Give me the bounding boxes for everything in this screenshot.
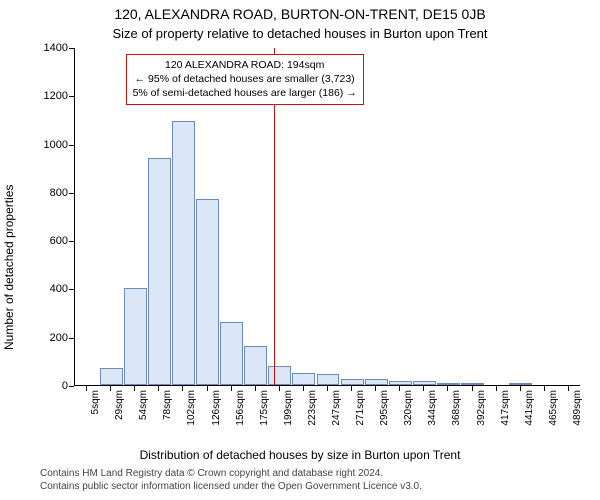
x-tick-label: 368sqm	[451, 390, 462, 426]
y-tick-mark	[69, 96, 74, 97]
x-tick-mark	[472, 386, 473, 391]
histogram-bar	[341, 379, 364, 385]
x-tick-mark	[447, 386, 448, 391]
x-tick-mark	[182, 386, 183, 391]
footer-line1: Contains HM Land Registry data © Crown c…	[40, 468, 422, 481]
x-tick-mark	[255, 386, 256, 391]
histogram-bar	[244, 346, 267, 385]
x-tick-mark	[158, 386, 159, 391]
footer-line2: Contains public sector information licen…	[40, 481, 422, 494]
x-tick-mark	[496, 386, 497, 391]
x-tick-mark	[327, 386, 328, 391]
x-tick-label: 392sqm	[476, 390, 487, 426]
x-tick-label: 175sqm	[259, 390, 270, 426]
x-tick-label: 271sqm	[355, 390, 366, 426]
y-tick-mark	[69, 193, 74, 194]
page-title-line2: Size of property relative to detached ho…	[0, 26, 600, 41]
x-tick-mark	[423, 386, 424, 391]
x-tick-label: 441sqm	[524, 390, 535, 426]
y-axis-label: Number of detached properties	[2, 185, 16, 350]
y-tick-mark	[69, 289, 74, 290]
x-tick-label: 247sqm	[331, 390, 342, 426]
y-tick-mark	[69, 338, 74, 339]
x-tick-label: 344sqm	[427, 390, 438, 426]
x-tick-mark	[520, 386, 521, 391]
histogram-bar	[389, 381, 412, 385]
x-tick-mark	[110, 386, 111, 391]
histogram-bar	[413, 381, 436, 385]
x-tick-mark	[86, 386, 87, 391]
x-tick-mark	[568, 386, 569, 391]
x-tick-mark	[544, 386, 545, 391]
histogram-plot: 120 ALEXANDRA ROAD: 194sqm← 95% of detac…	[74, 48, 580, 386]
histogram-bar	[172, 121, 195, 385]
x-tick-label: 5sqm	[90, 390, 101, 414]
annotation-line: 120 ALEXANDRA ROAD: 194sqm	[133, 58, 357, 72]
y-tick-label: 1000	[44, 139, 68, 151]
annotation-box: 120 ALEXANDRA ROAD: 194sqm← 95% of detac…	[126, 54, 364, 105]
page-title-line1: 120, ALEXANDRA ROAD, BURTON-ON-TRENT, DE…	[0, 6, 600, 22]
histogram-bar	[365, 379, 388, 385]
histogram-bar	[461, 383, 484, 385]
annotation-line: 5% of semi-detached houses are larger (1…	[133, 86, 357, 100]
x-tick-label: 54sqm	[138, 390, 149, 420]
x-tick-mark	[231, 386, 232, 391]
x-tick-label: 29sqm	[114, 390, 125, 420]
y-tick-label: 800	[50, 187, 68, 199]
x-tick-mark	[134, 386, 135, 391]
x-tick-mark	[399, 386, 400, 391]
x-tick-label: 199sqm	[283, 390, 294, 426]
y-tick-mark	[69, 48, 74, 49]
x-tick-mark	[351, 386, 352, 391]
x-tick-label: 295sqm	[379, 390, 390, 426]
y-tick-mark	[69, 386, 74, 387]
x-tick-label: 223sqm	[307, 390, 318, 426]
y-tick-mark	[69, 241, 74, 242]
footer-attribution: Contains HM Land Registry data © Crown c…	[40, 468, 422, 493]
histogram-bar	[437, 383, 460, 385]
x-tick-label: 465sqm	[548, 390, 559, 426]
x-tick-mark	[279, 386, 280, 391]
x-tick-label: 489sqm	[572, 390, 583, 426]
x-axis-label: Distribution of detached houses by size …	[0, 448, 600, 462]
x-tick-label: 78sqm	[162, 390, 173, 420]
histogram-bar	[292, 373, 315, 385]
y-tick-mark	[69, 145, 74, 146]
histogram-bar	[148, 158, 171, 385]
histogram-bar	[509, 383, 532, 385]
x-tick-label: 417sqm	[500, 390, 511, 426]
x-tick-mark	[375, 386, 376, 391]
histogram-bar	[124, 288, 147, 385]
histogram-bar	[268, 366, 291, 385]
annotation-line: ← 95% of detached houses are smaller (3,…	[133, 72, 357, 86]
histogram-bar	[100, 368, 123, 385]
y-tick-label: 1200	[44, 90, 68, 102]
y-tick-label: 1400	[44, 42, 68, 54]
y-tick-label: 200	[50, 332, 68, 344]
histogram-bar	[317, 374, 340, 385]
x-tick-label: 320sqm	[403, 390, 414, 426]
x-tick-label: 102sqm	[186, 390, 197, 426]
histogram-bar	[220, 322, 243, 385]
y-tick-label: 600	[50, 235, 68, 247]
x-tick-mark	[303, 386, 304, 391]
x-tick-label: 126sqm	[211, 390, 222, 426]
y-tick-label: 0	[62, 380, 68, 392]
histogram-bar	[196, 199, 219, 385]
x-tick-label: 156sqm	[235, 390, 246, 426]
y-tick-label: 400	[50, 283, 68, 295]
x-tick-mark	[207, 386, 208, 391]
